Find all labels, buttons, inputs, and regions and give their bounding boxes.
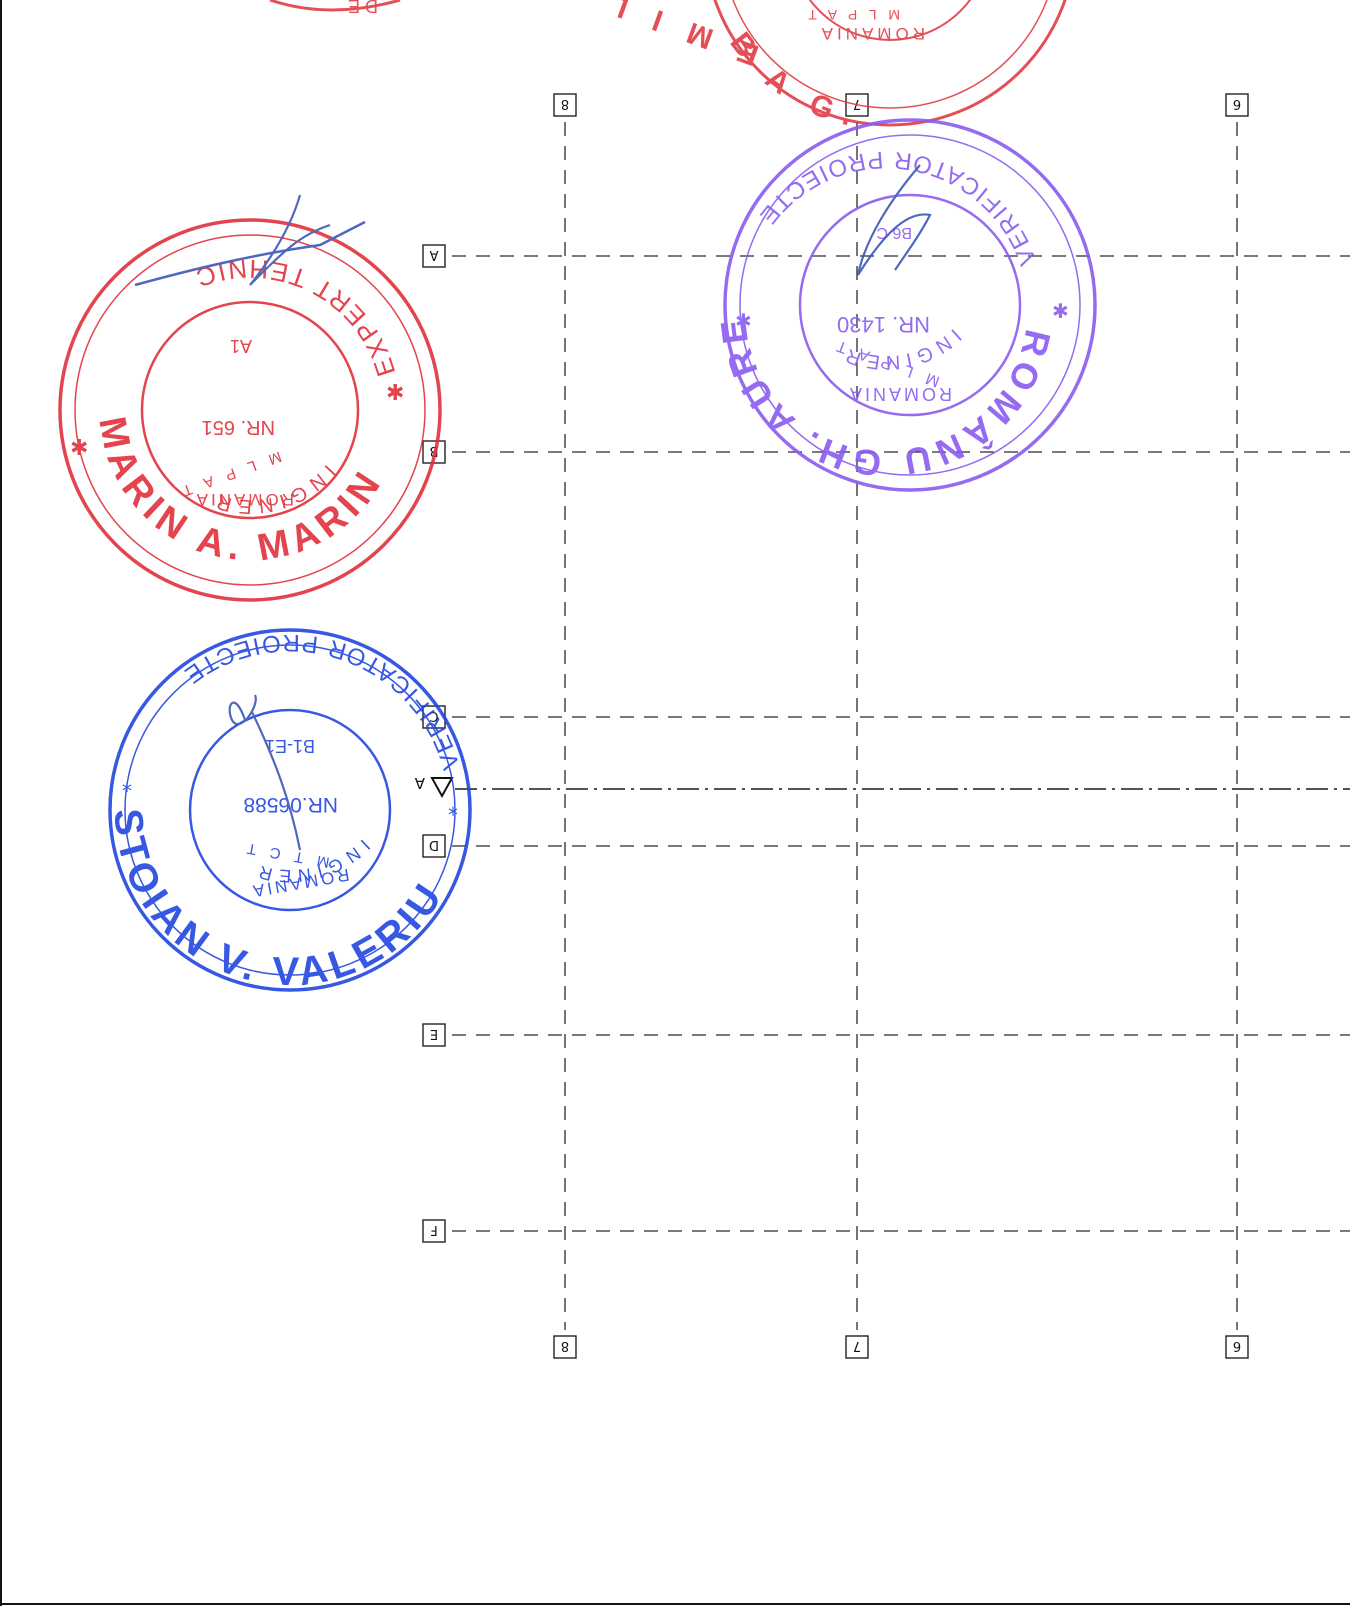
signature-romanu (856, 164, 932, 276)
column-label-7-top: 7 (853, 96, 861, 111)
column-bubble-6-bottom: 6 (1225, 1335, 1249, 1359)
signature-marin (134, 220, 366, 287)
stamp-romanu: ROMÂNU GH. AUREL VERIFICATOR PROIECTE IN… (712, 118, 1350, 653)
row-bubble-e: E (422, 1023, 446, 1047)
row-bubble-d: D (422, 834, 446, 858)
level-marker: A (414, 774, 454, 799)
stamp-red-top-country: ROMANIA (818, 24, 925, 43)
column-label-7-bottom: 7 (853, 1338, 861, 1353)
row-bubble-a: A (422, 244, 446, 268)
column-bubble-6-top: 6 (1225, 93, 1249, 117)
level-marker-label: A (414, 774, 425, 792)
stamp-marin: MARIN A. MARIN EXPERT TEHNIC INGINER A1 … (58, 194, 442, 602)
row-bubble-f: F (422, 1219, 446, 1243)
stamp-marin-star-right-icon: ✱ (386, 381, 404, 406)
stamp-romanu-number: NR. 1430 (837, 312, 930, 337)
row-label-d: D (429, 837, 439, 852)
column-bubble-7-bottom: 7 (845, 1335, 869, 1359)
row-label-f: F (430, 1222, 437, 1237)
stamp-marin-star-left-icon: ✱ (70, 436, 88, 461)
column-bubble-8-bottom: 8 (553, 1335, 577, 1359)
stamp-stoian-name: STOIAN V. VALERIU (105, 807, 453, 994)
column-label-6-top: 6 (1233, 96, 1241, 111)
row-label-e: E (430, 1026, 438, 1041)
stamp-marin-number: NR. 651 (202, 416, 275, 438)
column-label-8-bottom: 8 (561, 1338, 569, 1353)
stamp-romanu-title: VERIFICATOR PROIECTE (753, 146, 1043, 269)
stamp-stoian-star-right-icon: * (448, 803, 458, 827)
stamp-romanu-star-right-icon: ✱ (1052, 299, 1069, 323)
stamp-romanu-country: ROMANIA (847, 384, 952, 404)
stamp-romanu-grade: B6 C (876, 224, 912, 241)
signature-marin-stroke (249, 194, 331, 286)
stamp-red-top-ministry: M L P A T (804, 7, 900, 23)
stamp-stoian-grade: B1-E1 (265, 736, 315, 756)
column-label-8-top: 8 (561, 96, 569, 111)
stamp-stoian-star-left-icon: * (122, 779, 132, 803)
stamp-marin-country: ROMANIA (194, 490, 294, 509)
level-triangle-icon (430, 777, 454, 799)
stamp-red-corner-arc (269, 0, 401, 12)
stamp-romanu-star-left-icon: ✱ (735, 309, 752, 333)
row-label-a: A (429, 247, 438, 262)
stamp-stoian: STOIAN V. VALERIU VERIFICATOR PROIECTE I… (105, 628, 472, 994)
column-label-6-bottom: 6 (1233, 1338, 1241, 1353)
stamp-stoian-ministry: M T C T (241, 839, 331, 871)
stamp-marin-title: EXPERT TEHNIC (189, 254, 402, 381)
stamp-stoian-title: VERIFICATOR PROIECTE (177, 629, 465, 773)
stamp-stoian-number: NR.06588 (243, 793, 338, 816)
stamp-marin-grade: A1 (230, 336, 252, 356)
row-label-c: C (429, 708, 438, 723)
stamp-red-top: B A G. E M I L ROMANIA M L P A T D E (269, 0, 1067, 135)
stamp-romanu-name: ROMÂNU GH. AUREL (712, 312, 1350, 653)
column-bubble-8-top: 8 (553, 93, 577, 117)
signature-stoian (228, 694, 302, 851)
